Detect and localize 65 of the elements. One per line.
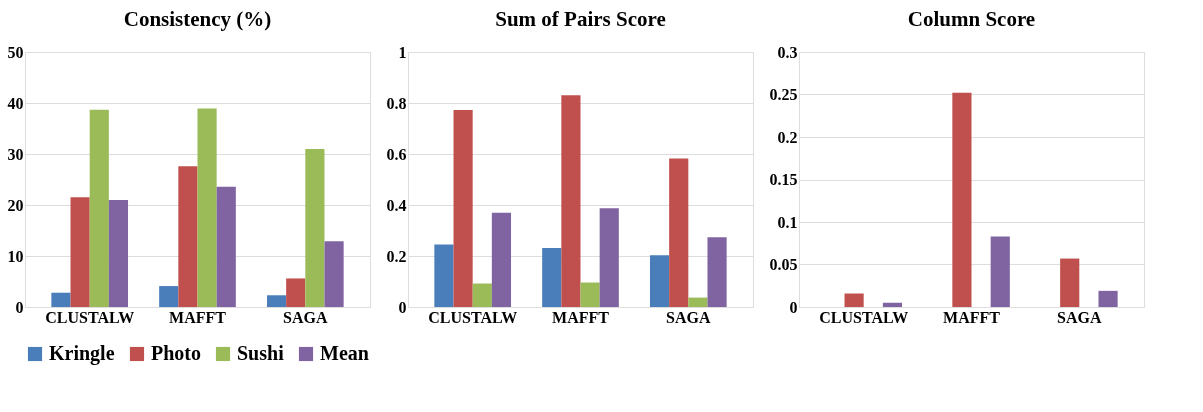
bar [669, 158, 689, 307]
bar [324, 241, 344, 307]
legend-label: Photo [151, 342, 201, 364]
bar [688, 297, 708, 307]
bar [472, 283, 492, 307]
y-tick-label: 50 [7, 43, 24, 61]
bar [952, 92, 972, 307]
x-tick-label: MAFFT [943, 308, 1001, 326]
x-tick-label: CLUSTALW [428, 308, 518, 326]
x-tick-label: MAFFT [169, 308, 227, 326]
legend-label: Sushi [237, 342, 285, 364]
y-tick-label: 0.6 [386, 145, 407, 163]
chart-title: Sum of Pairs Score [495, 7, 666, 31]
bar [178, 166, 198, 307]
bar [1060, 258, 1080, 307]
bar [434, 244, 454, 307]
x-tick-label: MAFFT [552, 308, 610, 326]
legend-label: Kringle [49, 342, 115, 365]
bar [542, 248, 562, 307]
bar [1098, 290, 1118, 307]
bar [70, 197, 90, 307]
y-tick-label: 0.25 [769, 86, 798, 103]
y-tick-label: 0 [398, 298, 407, 316]
x-tick-label: CLUSTALW [819, 308, 909, 326]
bar [599, 208, 619, 307]
bar [649, 255, 670, 307]
bar [216, 186, 236, 307]
y-tick-label: 0.05 [769, 256, 798, 273]
legend-label: Mean [320, 342, 369, 364]
bar [197, 108, 217, 307]
bar [990, 236, 1010, 307]
y-tick-label: 0.15 [769, 171, 798, 188]
bar [707, 237, 727, 307]
y-tick-label: 40 [7, 94, 24, 112]
bar [159, 286, 179, 307]
y-tick-label: 0.3 [777, 43, 798, 61]
bar [266, 295, 287, 307]
bar [305, 148, 325, 307]
chart-title: Consistency (%) [123, 7, 272, 31]
y-tick-label: 0.1 [777, 213, 798, 231]
y-tick-label: 0.8 [386, 94, 407, 112]
y-tick-label: 20 [7, 196, 24, 214]
x-tick-label: SAGA [1057, 308, 1102, 326]
y-tick-label: 0 [15, 298, 24, 316]
bar [491, 212, 512, 307]
y-tick-label: 0.4 [386, 196, 407, 214]
y-tick-label: 0.2 [386, 247, 407, 265]
x-tick-label: CLUSTALW [45, 308, 135, 326]
y-tick-label: 30 [7, 145, 24, 163]
bar [453, 109, 473, 307]
bar [844, 293, 864, 307]
y-tick-label: 0.2 [777, 128, 798, 146]
x-tick-label: SAGA [666, 308, 711, 326]
bar [882, 302, 903, 307]
bar [286, 278, 306, 307]
y-tick-label: 10 [7, 247, 24, 265]
x-tick-label: SAGA [283, 308, 328, 326]
bar [89, 109, 109, 307]
bar [561, 95, 581, 307]
bar [51, 292, 71, 307]
chart-title: Column Score [907, 7, 1036, 31]
y-tick-label: 0 [789, 298, 798, 316]
y-tick-label: 1 [398, 43, 407, 61]
bar [108, 199, 129, 307]
bar [580, 282, 600, 307]
